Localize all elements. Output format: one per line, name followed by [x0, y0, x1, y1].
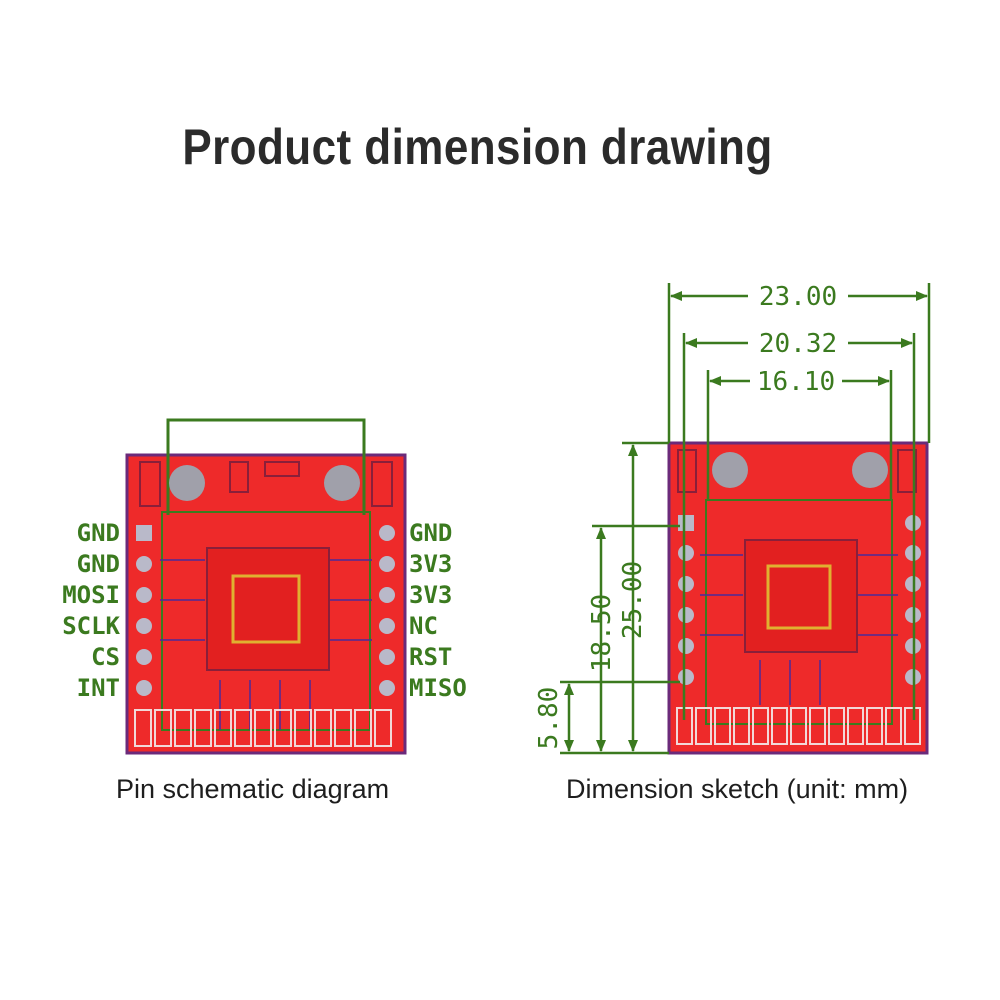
dim-height-pins: 18.50 — [587, 594, 617, 672]
pin-label-right: 3V3 — [409, 581, 452, 609]
page-title: Product dimension drawing — [182, 119, 773, 175]
dim-width-overall: 23.00 — [759, 282, 837, 312]
dim-width-pins: 20.32 — [759, 329, 837, 359]
mount-pad — [852, 452, 888, 488]
pin-label-left: INT — [77, 674, 120, 702]
right-pin-labels: GND 3V3 3V3 NC RST MISO — [409, 519, 467, 702]
pin-label-left: CS — [91, 643, 120, 671]
pin-label-right: NC — [409, 612, 438, 640]
module-frame — [161, 511, 371, 731]
pin-label-right: 3V3 — [409, 550, 452, 578]
dim-width-inner: 16.10 — [757, 367, 835, 397]
pin-schematic-board — [125, 418, 407, 755]
caption-pin-schematic: Pin schematic diagram — [116, 774, 390, 804]
mount-pad — [169, 465, 205, 501]
mount-pad — [324, 465, 360, 501]
pin-label-right: MISO — [409, 674, 467, 702]
pin-label-left: SCLK — [62, 612, 120, 640]
pin-label-right: GND — [409, 519, 452, 547]
ic-die — [766, 564, 832, 630]
caption-dimension-sketch: Dimension sketch (unit: mm) — [566, 774, 909, 804]
ic-chip — [744, 539, 858, 653]
pin-label-right: RST — [409, 643, 452, 671]
dimension-board — [667, 441, 929, 755]
pin-label-left: GND — [77, 550, 120, 578]
pin-label-left: GND — [77, 519, 120, 547]
left-pin-labels: GND GND MOSI SCLK CS INT — [62, 519, 120, 702]
antenna-outline — [166, 418, 366, 515]
module-frame — [705, 499, 893, 725]
dimension-lines — [560, 283, 931, 755]
pin-label-left: MOSI — [62, 581, 120, 609]
mount-pad — [712, 452, 748, 488]
dim-height-bottom: 5.80 — [534, 687, 564, 750]
dim-height-overall: 25.00 — [618, 561, 648, 639]
dimension-labels: 23.00 20.32 16.10 25.00 18.50 5.80 — [534, 282, 848, 749]
ic-die — [231, 574, 301, 644]
ic-chip — [206, 547, 330, 671]
